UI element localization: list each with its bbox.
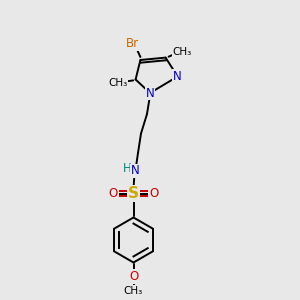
Text: N: N: [146, 86, 154, 100]
Text: N: N: [173, 70, 182, 83]
Text: CH₃: CH₃: [172, 47, 192, 57]
Text: Br: Br: [126, 37, 140, 50]
Text: S: S: [128, 186, 139, 201]
Text: O: O: [109, 187, 118, 200]
Text: CH₃: CH₃: [124, 286, 143, 296]
Text: O: O: [129, 270, 138, 284]
Text: H: H: [122, 162, 131, 175]
Text: O: O: [149, 187, 158, 200]
Text: N: N: [130, 164, 140, 178]
Text: CH₃: CH₃: [108, 78, 127, 88]
